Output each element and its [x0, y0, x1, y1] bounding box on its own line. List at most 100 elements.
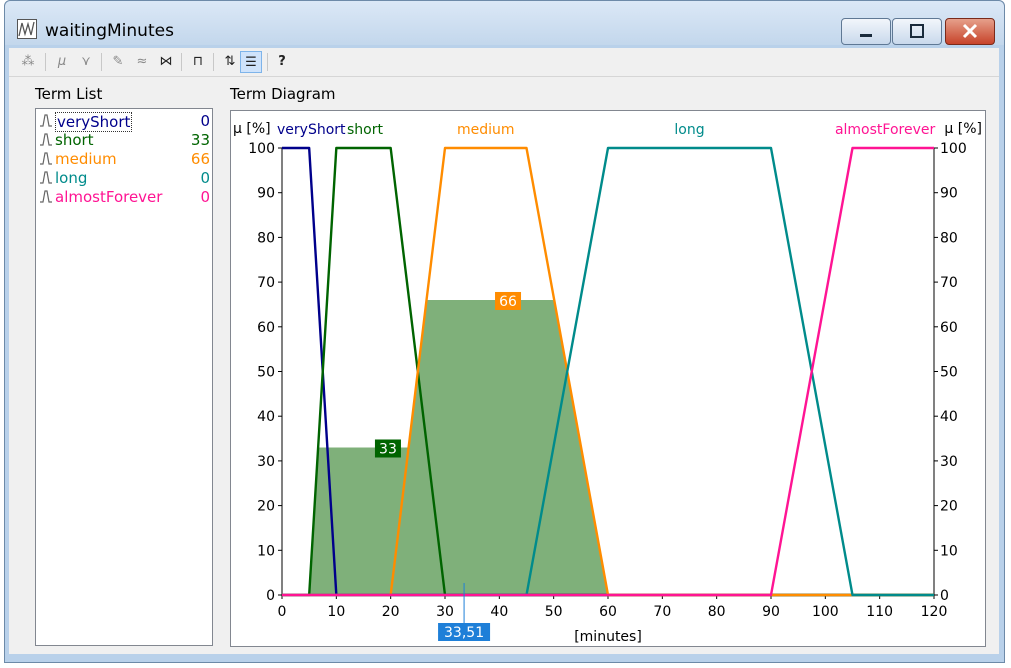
- y-tick-label-right: 70: [940, 275, 958, 291]
- term-icon: [40, 114, 52, 127]
- x-tick-label: 80: [708, 604, 726, 620]
- toolbar-separator: [101, 53, 102, 71]
- x-tick-label: 40: [490, 604, 508, 620]
- crisp-value-label: 33,51: [444, 625, 484, 641]
- y-tick-label-left: 80: [257, 230, 275, 246]
- y-tick-label-right: 10: [940, 543, 958, 559]
- term-name: almostForever: [55, 188, 163, 206]
- crisp-value-badge: [438, 623, 491, 641]
- x-tick-label: 100: [812, 604, 839, 620]
- y-tick-label-left: 90: [257, 186, 275, 202]
- term-diagram[interactable]: 0 0 10 10 20 20 30 30 40 40 50 50 60 60 70 70 80 80 90 90 10…: [230, 110, 986, 647]
- toolbar-separator: [45, 53, 46, 71]
- window-title: waitingMinutes: [45, 21, 174, 41]
- x-tick-label: 110: [866, 604, 893, 620]
- y-tick-label-left: 70: [257, 275, 275, 291]
- close-button[interactable]: [945, 18, 995, 45]
- notes-icon[interactable]: ☰: [240, 51, 262, 73]
- y-tick-label-right: 30: [940, 454, 958, 470]
- curve-icon[interactable]: ≈: [136, 54, 148, 69]
- y-axis-label-right: μ [%]: [944, 121, 982, 137]
- x-axis-label: [minutes]: [574, 629, 642, 645]
- x-tick-label: 20: [382, 604, 400, 620]
- y-tick-label-right: 80: [940, 230, 958, 246]
- toolbar-separator: [181, 53, 182, 71]
- y-tick-label-left: 100: [248, 141, 275, 157]
- y-tick-label-right: 50: [940, 365, 958, 381]
- x-tick-label: 0: [278, 604, 287, 620]
- maximize-button[interactable]: [892, 18, 942, 45]
- title-bar[interactable]: waitingMinutes: [5, 1, 1004, 45]
- toolbar-separator: [213, 53, 214, 71]
- y-tick-label-left: 30: [257, 454, 275, 470]
- term-icon: [40, 133, 52, 146]
- term-list[interactable]: veryShort 0 short 33 medium 66 long 0 al…: [35, 108, 213, 646]
- mu-icon[interactable]: μ: [57, 54, 67, 69]
- term-icon: [40, 152, 52, 165]
- term-item-medium[interactable]: medium 66: [36, 150, 212, 169]
- series-line-almostforever: [282, 146, 934, 597]
- term-name: veryShort: [55, 112, 133, 132]
- y-tick-label-right: 40: [940, 409, 958, 425]
- client-area: Term List Term Diagram veryShort 0 short…: [9, 77, 999, 654]
- term-list-label: Term List: [35, 85, 103, 103]
- activation-area: [282, 299, 934, 595]
- maximize-icon: [910, 24, 924, 38]
- y-tick-label-right: 90: [940, 186, 958, 202]
- y-tick-label-left: 50: [257, 365, 275, 381]
- series-label-short: short: [347, 122, 383, 138]
- y-tick-label-right: 60: [940, 320, 958, 336]
- series-label-almostforever: almostForever: [835, 122, 936, 138]
- term-item-almostforever[interactable]: almostForever 0: [36, 188, 212, 207]
- x-tick-label: 10: [327, 604, 345, 620]
- toolbar: ⁂ μ ⋎ ✎ ≈ ⋈ ⊓ ⇅ ☰ ?: [9, 48, 999, 77]
- activation-label-short: 33: [379, 441, 397, 457]
- y-axis-label-left: μ [%]: [233, 121, 271, 137]
- y-tick-label-right: 0: [940, 588, 949, 604]
- y-tick-label-left: 0: [266, 588, 275, 604]
- term-item-veryshort[interactable]: veryShort 0: [36, 112, 212, 132]
- membership-icon[interactable]: ⋈: [159, 54, 173, 69]
- y-tick-label-left: 20: [257, 499, 275, 515]
- term-shape-icon[interactable]: ⋎: [81, 54, 91, 69]
- series-label-long: long: [674, 122, 704, 138]
- activation-badge-medium: [495, 291, 522, 310]
- term-name: short: [55, 131, 94, 149]
- term-icon: [40, 190, 52, 203]
- range-icon[interactable]: ⊓: [192, 54, 204, 69]
- term-value: 0: [200, 188, 210, 206]
- activation-label-medium: 66: [499, 294, 517, 310]
- toolbar-separator: [267, 53, 268, 71]
- app-icon: [17, 19, 37, 39]
- inspect-icon[interactable]: ⇅: [224, 54, 236, 69]
- term-value: 33: [190, 131, 210, 149]
- term-value: 66: [190, 150, 210, 168]
- y-tick-label-left: 40: [257, 409, 275, 425]
- term-value: 0: [200, 169, 210, 187]
- term-item-long[interactable]: long 0: [36, 169, 212, 188]
- term-name: long: [55, 169, 88, 187]
- minimize-icon: [860, 34, 872, 37]
- term-value: 0: [200, 112, 210, 130]
- wizard-icon[interactable]: ⁂: [21, 54, 35, 69]
- close-icon: [962, 23, 978, 39]
- x-tick-label: 120: [921, 604, 948, 620]
- y-tick-label-left: 10: [257, 543, 275, 559]
- term-name: medium: [55, 150, 117, 168]
- activation-badge-short: [374, 439, 401, 458]
- y-tick-label-left: 60: [257, 320, 275, 336]
- x-tick-label: 50: [545, 604, 563, 620]
- x-tick-label: 90: [762, 604, 780, 620]
- y-tick-label-right: 100: [940, 141, 967, 157]
- main-window: waitingMinutes ⁂ μ ⋎ ✎ ≈ ⋈ ⊓ ⇅ ☰ ? Term …: [4, 0, 1005, 663]
- pencil-icon[interactable]: ✎: [112, 54, 124, 69]
- x-tick-label: 30: [436, 604, 454, 620]
- term-item-short[interactable]: short 33: [36, 131, 212, 150]
- minimize-button[interactable]: [841, 18, 891, 45]
- term-icon: [40, 171, 52, 184]
- y-tick-label-right: 20: [940, 499, 958, 515]
- series-label-medium: medium: [457, 122, 515, 138]
- series-label-veryshort: veryShort: [277, 122, 346, 138]
- help-icon[interactable]: ?: [278, 54, 286, 69]
